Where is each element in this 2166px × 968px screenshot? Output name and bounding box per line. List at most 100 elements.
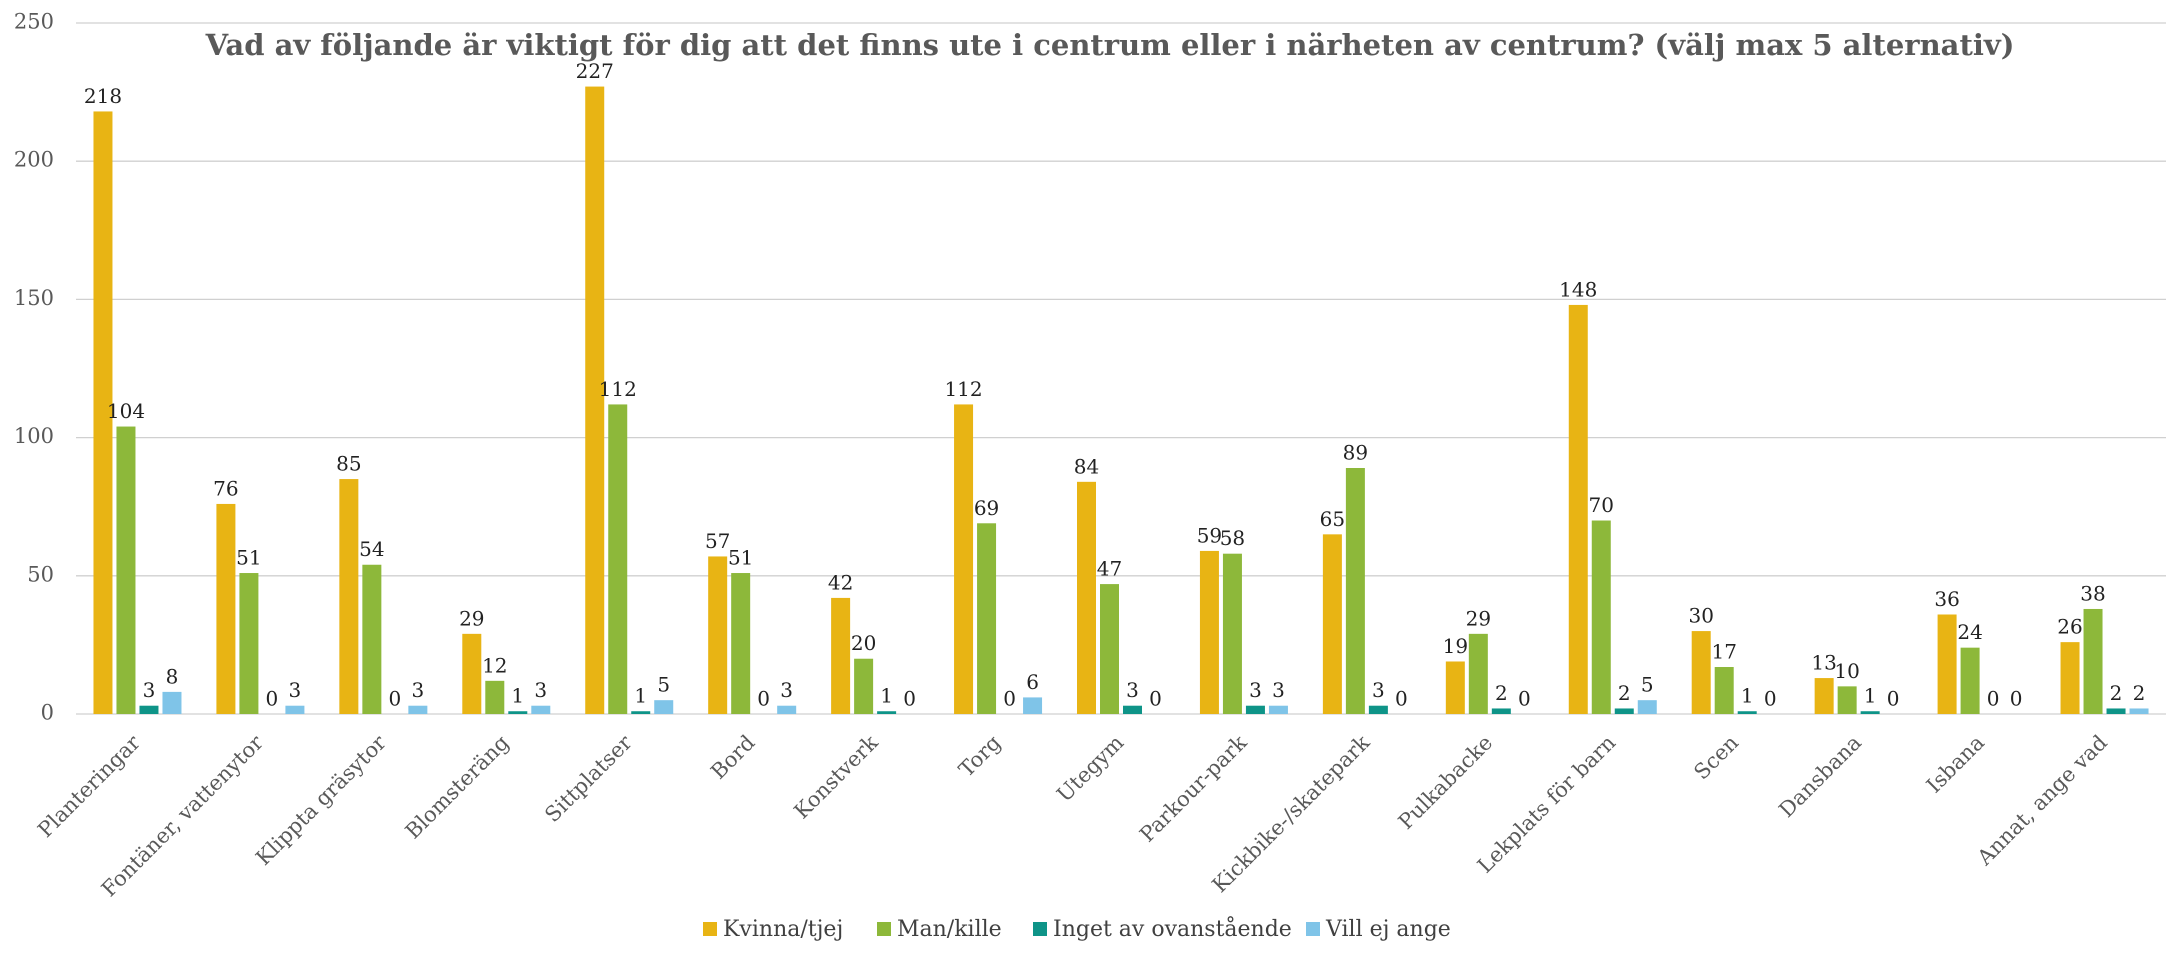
bar <box>408 705 428 714</box>
value-label: 3 <box>780 678 793 702</box>
value-label: 0 <box>1518 687 1531 711</box>
value-label: 0 <box>903 687 916 711</box>
bar <box>2106 708 2126 714</box>
legend-label: Inget av ovanstående <box>1053 915 1292 942</box>
bar <box>1468 633 1488 714</box>
value-label: 17 <box>1711 640 1736 664</box>
value-label: 84 <box>1074 454 1099 478</box>
value-label: 0 <box>266 687 279 711</box>
y-tick-label: 200 <box>14 148 54 172</box>
x-tick-label: Bord <box>706 730 759 783</box>
bar <box>139 705 159 714</box>
x-tick-label: Klippta gräsytor <box>251 730 391 870</box>
value-label: 36 <box>1934 587 1959 611</box>
bar <box>462 633 482 714</box>
value-label: 1 <box>634 684 647 708</box>
value-label: 227 <box>576 59 614 83</box>
bar <box>777 705 797 714</box>
x-tick-label: Planteringar <box>33 730 145 842</box>
value-label: 51 <box>728 546 753 570</box>
value-label: 12 <box>482 653 507 677</box>
bar <box>1368 705 1388 714</box>
legend-label: Man/kille <box>897 917 1002 942</box>
bar <box>1591 520 1611 714</box>
value-label: 1 <box>1864 684 1877 708</box>
value-label: 0 <box>1887 687 1900 711</box>
value-label: 3 <box>1126 678 1139 702</box>
value-label: 70 <box>1589 493 1614 517</box>
value-label: 58 <box>1220 526 1245 550</box>
bar <box>1568 304 1588 714</box>
bar <box>854 658 874 714</box>
x-tick-label: Sittplatser <box>540 730 637 827</box>
value-label: 8 <box>166 664 179 688</box>
value-label: 76 <box>213 476 238 500</box>
bar <box>1100 584 1119 714</box>
bar <box>362 564 382 714</box>
legend-swatch <box>1033 922 1047 936</box>
bar <box>1199 550 1219 714</box>
value-label: 42 <box>828 570 853 594</box>
value-label: 112 <box>599 377 637 401</box>
legend-label: Vill ej ange <box>1325 917 1451 942</box>
value-label: 3 <box>1372 678 1385 702</box>
value-label: 65 <box>1320 507 1345 531</box>
bar <box>1268 705 1288 714</box>
x-tick-label: Annat, ange vad <box>1972 730 2112 870</box>
x-tick-label: Parkour-park <box>1135 730 1252 847</box>
x-tick-label: Dansbana <box>1774 730 1866 822</box>
y-tick-label: 100 <box>14 424 54 448</box>
value-label: 57 <box>705 529 730 553</box>
bar <box>93 111 113 714</box>
value-label: 6 <box>1026 670 1039 694</box>
value-label: 20 <box>851 631 876 655</box>
value-label: 29 <box>1466 606 1491 630</box>
bar <box>216 503 236 714</box>
bar <box>1691 631 1711 714</box>
value-label: 3 <box>411 678 424 702</box>
x-tick-label: Scen <box>1689 730 1743 784</box>
bar <box>1837 686 1857 714</box>
value-label: 29 <box>459 606 484 630</box>
bar <box>977 523 997 714</box>
value-label: 13 <box>1811 651 1836 675</box>
bar <box>954 404 974 714</box>
bar <box>508 711 528 714</box>
bar <box>608 404 628 714</box>
bar <box>1860 711 1880 714</box>
x-tick-label: Pulkabacke <box>1394 730 1498 834</box>
value-label: 89 <box>1343 441 1368 465</box>
y-tick-label: 150 <box>14 286 54 310</box>
x-tick-label: Blomsteräng <box>401 730 514 843</box>
bar <box>1737 711 1757 714</box>
value-label: 3 <box>1249 678 1262 702</box>
value-label: 3 <box>289 678 302 702</box>
value-label: 2 <box>1495 681 1508 705</box>
value-label: 2 <box>2133 681 2146 705</box>
bar <box>1960 647 1980 714</box>
bar <box>1023 697 1043 714</box>
bar <box>162 691 182 714</box>
value-label: 1 <box>1741 684 1754 708</box>
bar <box>631 711 651 714</box>
value-label: 0 <box>757 687 770 711</box>
bar <box>1491 708 1511 714</box>
value-label: 0 <box>1003 687 1016 711</box>
value-label: 30 <box>1688 604 1713 628</box>
bar <box>2060 642 2080 714</box>
bar <box>1445 661 1465 714</box>
value-label: 24 <box>1957 620 1982 644</box>
bar <box>731 573 751 714</box>
value-label: 2 <box>2110 681 2123 705</box>
value-label: 218 <box>84 84 122 108</box>
value-label: 51 <box>236 546 261 570</box>
value-label: 10 <box>1834 659 1859 683</box>
bar <box>339 479 359 714</box>
value-label: 47 <box>1097 557 1122 581</box>
bar <box>531 705 551 714</box>
bar <box>116 426 136 714</box>
bar <box>2129 708 2149 714</box>
bar <box>708 556 728 714</box>
x-tick-label: Lekplats för barn <box>1473 730 1620 877</box>
